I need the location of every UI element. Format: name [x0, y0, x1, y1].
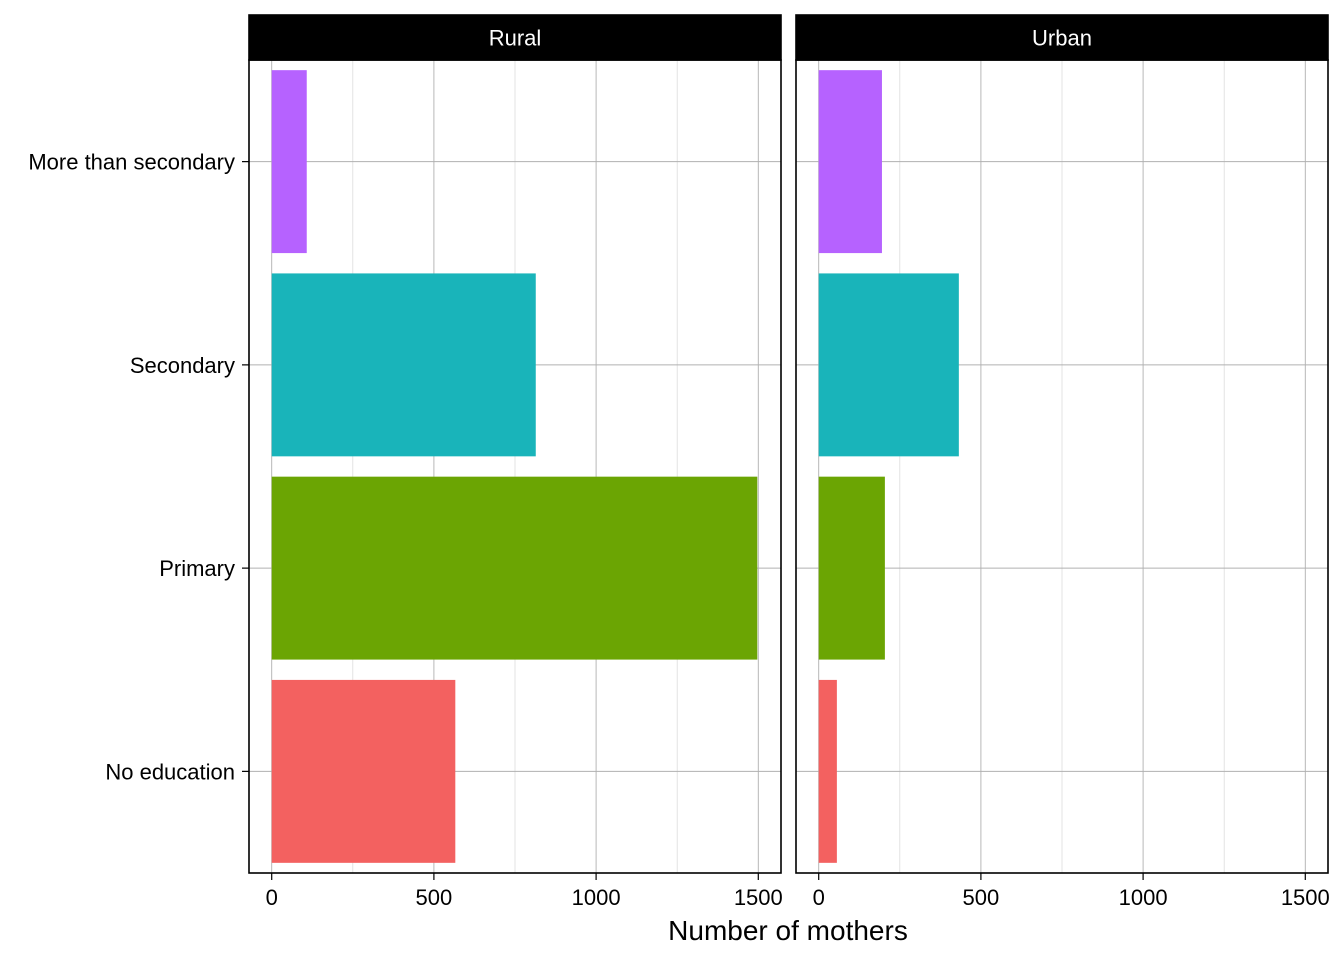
bar-rural-1	[271, 476, 758, 660]
x-tick-label: 1500	[1281, 885, 1330, 910]
bar-urban-1	[818, 476, 885, 660]
x-tick-label: 1500	[734, 885, 783, 910]
x-tick-label: 1000	[1119, 885, 1168, 910]
x-tick-label: 0	[266, 885, 278, 910]
x-tick-label: 1000	[572, 885, 621, 910]
facet-strip-label: Urban	[1032, 26, 1092, 51]
y-tick-label: Primary	[159, 556, 235, 581]
bar-urban-3	[818, 70, 882, 254]
bar-urban-0	[818, 679, 837, 863]
x-tick-label: 0	[813, 885, 825, 910]
y-tick-label: Secondary	[130, 353, 235, 378]
bar-rural-3	[271, 70, 307, 254]
facet-strip	[248, 14, 782, 61]
x-tick-label: 500	[963, 885, 1000, 910]
y-tick-label: More than secondary	[28, 150, 235, 175]
facet-strip-label: Rural	[489, 26, 542, 51]
x-axis-title: Number of mothers	[668, 915, 908, 946]
facet-strip	[795, 14, 1329, 61]
bar-urban-2	[818, 273, 959, 457]
bar-rural-0	[271, 679, 456, 863]
y-tick-label: No education	[105, 759, 235, 784]
bar-rural-2	[271, 273, 536, 457]
x-tick-label: 500	[416, 885, 453, 910]
